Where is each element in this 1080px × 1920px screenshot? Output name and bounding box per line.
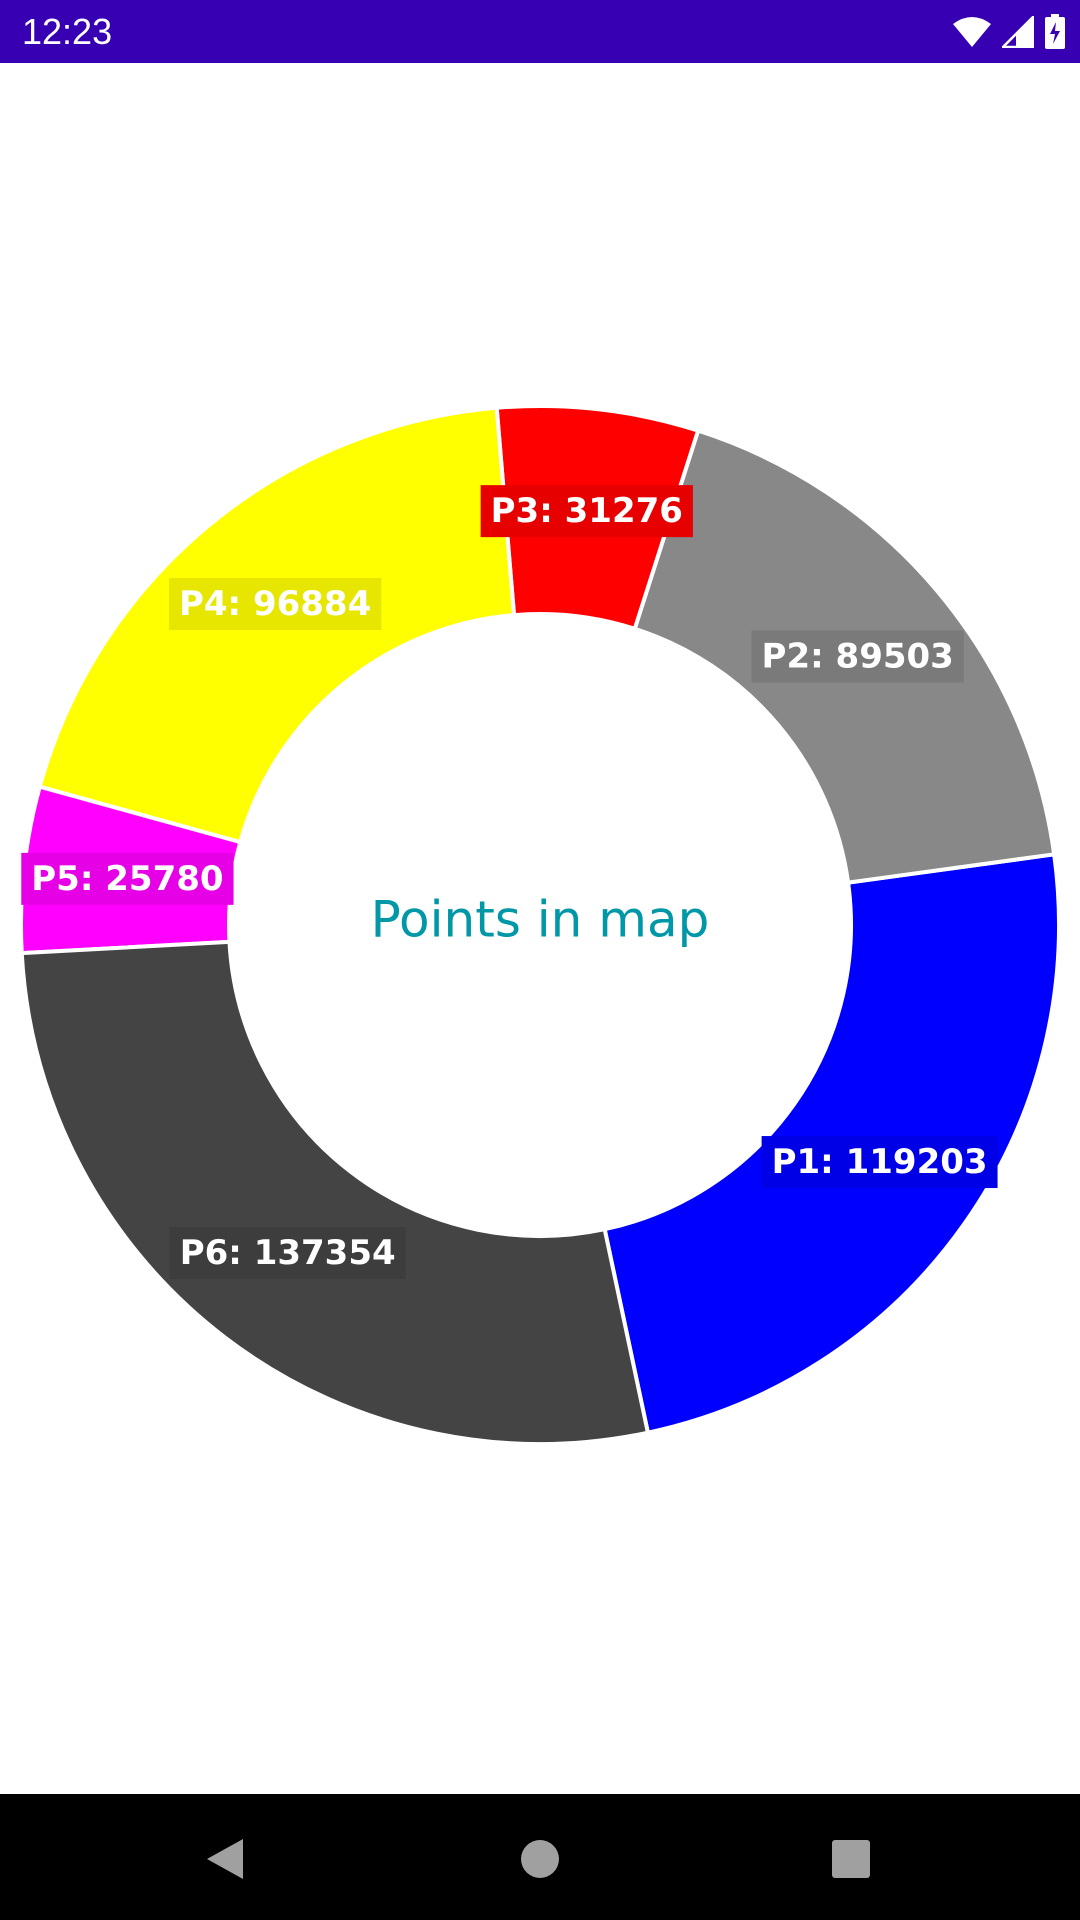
center-text: Points in map [371, 891, 710, 949]
slice-label-p3: P3: 31276 [480, 485, 693, 538]
slice-label-p1: P1: 119203 [761, 1136, 998, 1189]
slice-label-background [21, 852, 234, 905]
home-icon[interactable] [520, 1837, 560, 1881]
recents-icon[interactable] [831, 1837, 871, 1881]
cellular-signal-icon [1002, 16, 1034, 48]
slice-label-background [169, 1226, 406, 1279]
slice-p6[interactable] [19, 939, 651, 1446]
slice-label-p2: P2: 89503 [751, 630, 964, 683]
slice-label-background [761, 1136, 998, 1189]
chart-area: P1: 119203 P2: 89503 P3: 31276 P4: 96884 P5:… [0, 63, 1080, 1794]
slice-label-background [751, 630, 964, 683]
slice-label-p4: P4: 96884 [168, 578, 382, 631]
slice-label-text: P3: 31276 [491, 491, 683, 531]
navigation-bar [0, 1794, 1080, 1920]
status-time: 12:23 [22, 11, 113, 52]
slice-label-p5: P5: 25780 [21, 852, 234, 905]
status-bar: 12:23 [0, 0, 1080, 63]
wifi-icon [953, 17, 991, 47]
slice-label-text: P2: 89503 [762, 636, 954, 676]
back-icon[interactable] [205, 1837, 245, 1881]
slice-label-background [168, 578, 382, 631]
slice-label-text: P4: 96884 [179, 584, 371, 624]
slice-label-text: P6: 137354 [180, 1233, 396, 1273]
slice-label-background [480, 485, 693, 538]
donut-chart: P1: 119203 P2: 89503 P3: 31276 P4: 96884 P5:… [19, 404, 1061, 1446]
status-icons [952, 12, 1066, 52]
slice-label-text: P5: 25780 [31, 859, 223, 899]
battery-charging-icon [1045, 14, 1065, 49]
slice-label-p6: P6: 137354 [169, 1226, 406, 1279]
slice-label-text: P1: 119203 [772, 1142, 988, 1182]
